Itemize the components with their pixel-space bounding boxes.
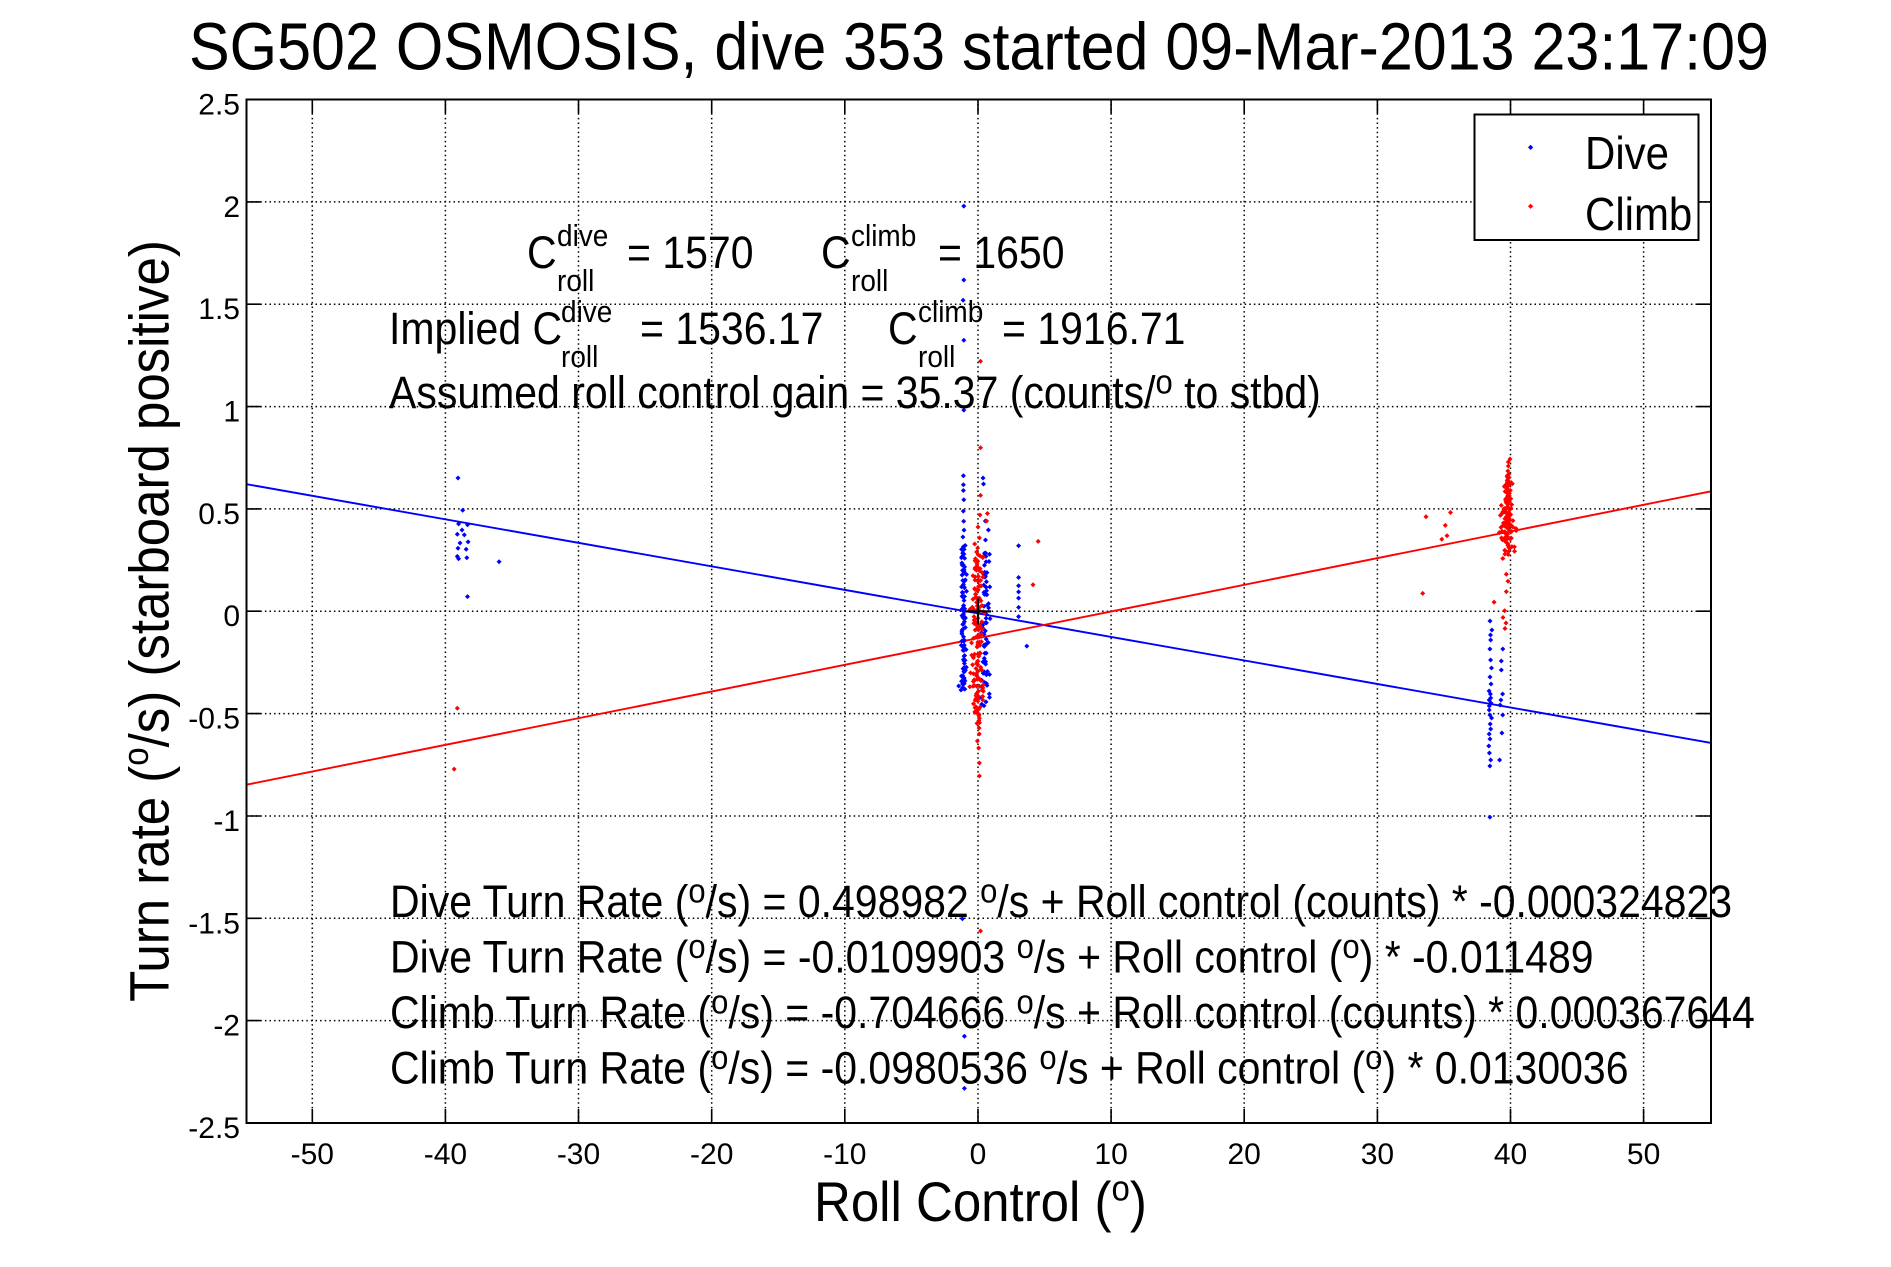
svg-text:Implied C: Implied C <box>389 304 562 354</box>
svg-text:30: 30 <box>1361 1138 1394 1171</box>
svg-text:C: C <box>821 228 851 278</box>
svg-text:roll: roll <box>851 264 888 299</box>
svg-text:SG502 OSMOSIS, dive 353 starte: SG502 OSMOSIS, dive 353 started 09-Mar-2… <box>189 9 1769 84</box>
svg-text:-40: -40 <box>424 1138 467 1171</box>
svg-text:climb: climb <box>918 295 983 330</box>
svg-text:Climb: Climb <box>1585 189 1692 240</box>
svg-text:Dive Turn Rate (o/s) = -0.0109: Dive Turn Rate (o/s) = -0.0109903 o/s + … <box>390 928 1594 983</box>
svg-text:Dive: Dive <box>1585 128 1669 179</box>
svg-text:= 1650: = 1650 <box>938 228 1064 278</box>
svg-text:dive: dive <box>561 295 612 330</box>
svg-text:Roll Control (o): Roll Control (o) <box>814 1169 1147 1233</box>
svg-text:roll: roll <box>561 340 598 375</box>
svg-text:Assumed roll control gain = 35: Assumed roll control gain = 35.37 (count… <box>389 363 1321 418</box>
svg-text:= 1570: = 1570 <box>627 228 753 278</box>
svg-text:Turn rate (o/s) (starboard pos: Turn rate (o/s) (starboard positive) <box>117 240 181 1002</box>
svg-text:roll: roll <box>557 264 594 299</box>
svg-text:= 1536.17: = 1536.17 <box>640 304 823 354</box>
svg-text:-10: -10 <box>823 1138 866 1171</box>
svg-text:40: 40 <box>1494 1138 1527 1171</box>
svg-text:Climb Turn Rate (o/s) = -0.704: Climb Turn Rate (o/s) = -0.704666 o/s + … <box>390 983 1755 1038</box>
svg-text:20: 20 <box>1228 1138 1261 1171</box>
svg-text:-0.5: -0.5 <box>188 703 240 736</box>
svg-text:-30: -30 <box>557 1138 600 1171</box>
svg-text:2: 2 <box>223 191 240 224</box>
svg-text:0.5: 0.5 <box>198 498 240 531</box>
svg-text:-50: -50 <box>291 1138 334 1171</box>
svg-text:= 1916.71: = 1916.71 <box>1002 304 1185 354</box>
svg-text:-1.5: -1.5 <box>188 907 240 940</box>
svg-text:-20: -20 <box>690 1138 733 1171</box>
svg-text:roll: roll <box>918 340 955 375</box>
svg-text:1: 1 <box>223 396 240 429</box>
svg-text:10: 10 <box>1094 1138 1127 1171</box>
svg-text:C: C <box>527 228 557 278</box>
svg-text:0: 0 <box>223 600 240 633</box>
svg-text:50: 50 <box>1627 1138 1660 1171</box>
svg-text:-1: -1 <box>213 805 240 838</box>
svg-text:-2: -2 <box>213 1010 240 1043</box>
svg-text:climb: climb <box>851 219 916 254</box>
svg-text:1.5: 1.5 <box>198 293 240 326</box>
svg-text:2.5: 2.5 <box>198 89 240 122</box>
svg-text:dive: dive <box>557 219 608 254</box>
svg-text:Climb Turn Rate (o/s) = -0.098: Climb Turn Rate (o/s) = -0.0980536 o/s +… <box>390 1039 1629 1094</box>
svg-text:0: 0 <box>970 1138 987 1171</box>
svg-text:Dive Turn Rate (o/s) = 0.49898: Dive Turn Rate (o/s) = 0.498982 o/s + Ro… <box>390 872 1732 927</box>
svg-text:C: C <box>888 304 918 354</box>
svg-text:-2.5: -2.5 <box>188 1112 240 1145</box>
